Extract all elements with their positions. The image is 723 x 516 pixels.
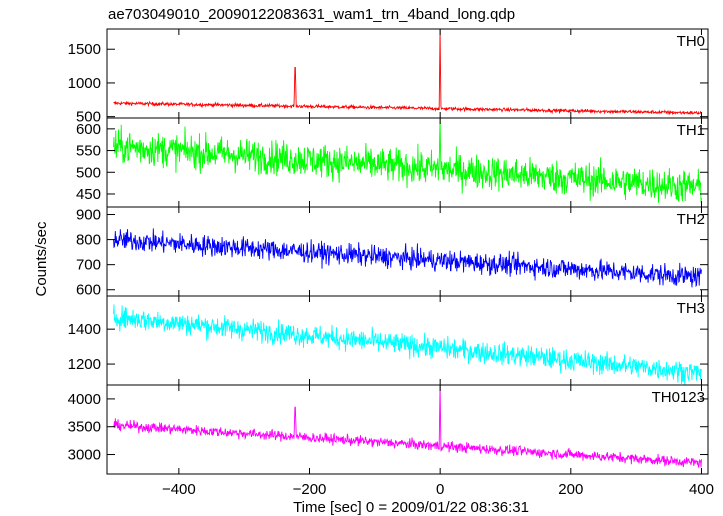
x-axis-label: Time [sec] 0 = 2009/01/22 08:36:31 xyxy=(293,499,529,516)
y-axis-label: Counts/sec xyxy=(33,221,50,297)
y-tick-label: 700 xyxy=(76,257,101,274)
y-tick-label: 1500 xyxy=(68,41,101,58)
panel-label: TH1 xyxy=(677,122,705,139)
panel-th1: 450 500 550 600 TH1 xyxy=(76,117,709,208)
panel-th3: 1200 1400 TH3 xyxy=(68,295,709,386)
panel-label: TH3 xyxy=(677,300,705,317)
panel-th0: 500 1000 1500 TH0 xyxy=(68,28,709,126)
x-axis: −400 −200 0 200 400 xyxy=(162,481,714,498)
series-line-th3 xyxy=(113,304,702,385)
y-tick-label: 550 xyxy=(76,143,101,160)
panel-frame xyxy=(106,117,709,208)
y-tick-label: 500 xyxy=(76,164,101,181)
chart-title: ae703049010_20090122083631_wam1_trn_4ban… xyxy=(108,6,515,23)
panel-label: TH0 xyxy=(677,33,705,50)
y-tick-label: 1200 xyxy=(68,356,101,373)
y-tick-label: 900 xyxy=(76,207,101,224)
x-tick-label: 0 xyxy=(436,481,444,498)
series-line-th0123 xyxy=(113,385,702,469)
series-line-th2 xyxy=(113,228,702,288)
y-tick-label: 450 xyxy=(76,186,101,203)
y-tick-label: 600 xyxy=(76,121,101,138)
series-line-th1 xyxy=(113,118,702,203)
y-tick-label: 4000 xyxy=(68,391,101,408)
y-tick-label: 3500 xyxy=(68,419,101,436)
x-tick-label: −400 xyxy=(162,481,196,498)
panel-frame xyxy=(106,384,709,475)
y-tick-label: 1400 xyxy=(68,321,101,338)
panel-frame xyxy=(106,28,709,119)
x-tick-label: −200 xyxy=(293,481,327,498)
y-tick-label: 3000 xyxy=(68,447,101,464)
x-tick-label: 200 xyxy=(558,481,583,498)
series-line-th0 xyxy=(113,29,702,116)
panel-frame xyxy=(106,206,709,297)
panels-group: 500 1000 1500 TH0 450 500 550 600 TH1 600 700 800 90… xyxy=(68,28,709,475)
panel-th0123: 3000 3500 4000 TH0123 xyxy=(68,384,709,475)
panel-label: TH2 xyxy=(677,211,705,228)
panel-label: TH0123 xyxy=(652,389,705,406)
y-tick-label: 500 xyxy=(76,109,101,126)
panel-th2: 600 700 800 900 TH2 xyxy=(76,206,709,299)
y-tick-label: 600 xyxy=(76,282,101,299)
y-tick-label: 1000 xyxy=(68,75,101,92)
y-tick-label: 800 xyxy=(76,232,101,249)
x-tick-label: 400 xyxy=(689,481,714,498)
